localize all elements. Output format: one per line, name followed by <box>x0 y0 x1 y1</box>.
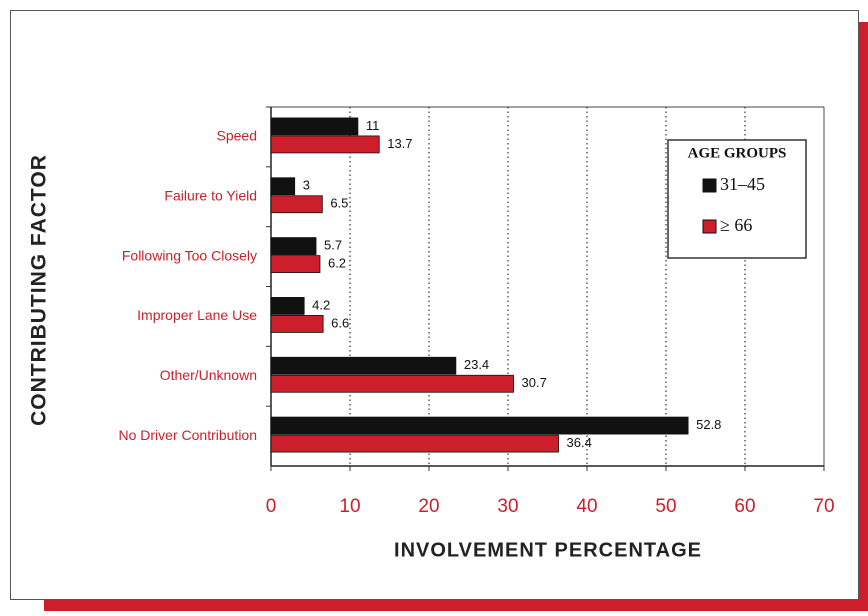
bar-value-label: 23.4 <box>464 357 489 372</box>
card <box>10 10 859 600</box>
bar-value-label: 5.7 <box>324 238 342 253</box>
bar <box>270 374 514 393</box>
bar-value-label: 36.4 <box>567 435 592 450</box>
bar-value-label: 6.2 <box>328 256 346 271</box>
x-tick-label: 10 <box>339 496 360 517</box>
bar <box>270 416 689 435</box>
bar <box>270 117 359 136</box>
legend-swatch <box>702 178 717 193</box>
bar-value-label: 30.7 <box>522 375 547 390</box>
legend-swatch <box>702 219 717 234</box>
bar <box>270 315 324 333</box>
y-tick-label: Speed <box>217 128 257 144</box>
x-axis-title: INVOLVEMENT PERCENTAGE <box>394 539 702 561</box>
y-axis-title: CONTRIBUTING FACTOR <box>28 154 51 426</box>
bar-value-label: 3 <box>303 178 310 193</box>
bar-value-label: 4.2 <box>312 297 330 312</box>
legend-title: AGE GROUPS <box>688 145 787 161</box>
bar <box>270 237 317 255</box>
y-tick-label: Other/Unknown <box>160 367 257 383</box>
x-tick-label: 70 <box>813 496 834 517</box>
bar <box>270 434 559 453</box>
bar <box>270 297 305 315</box>
bar-value-label: 13.7 <box>387 136 412 151</box>
bar-value-label: 52.8 <box>696 417 721 432</box>
bar <box>270 356 457 375</box>
x-tick-label: 60 <box>734 496 755 517</box>
bar <box>270 195 323 214</box>
bar-value-label: 6.5 <box>330 196 348 211</box>
x-tick-label: 20 <box>418 496 439 517</box>
bar-value-label: 11 <box>366 118 380 133</box>
bar <box>270 177 296 196</box>
x-tick-label: 40 <box>576 496 597 517</box>
bar <box>270 135 380 154</box>
bar <box>270 255 321 273</box>
y-tick-label: No Driver Contribution <box>119 427 258 443</box>
legend-label: ≥ 66 <box>720 215 752 235</box>
legend-label: 31–45 <box>720 174 765 194</box>
x-tick-label: 50 <box>655 496 676 517</box>
y-tick-label: Improper Lane Use <box>137 307 257 323</box>
x-tick-label: 0 <box>266 496 277 517</box>
bar-value-label: 6.6 <box>331 315 349 330</box>
x-tick-label: 30 <box>497 496 518 517</box>
y-tick-label: Failure to Yield <box>164 187 257 203</box>
legend-box <box>667 139 807 259</box>
y-tick-label: Following Too Closely <box>122 247 257 263</box>
